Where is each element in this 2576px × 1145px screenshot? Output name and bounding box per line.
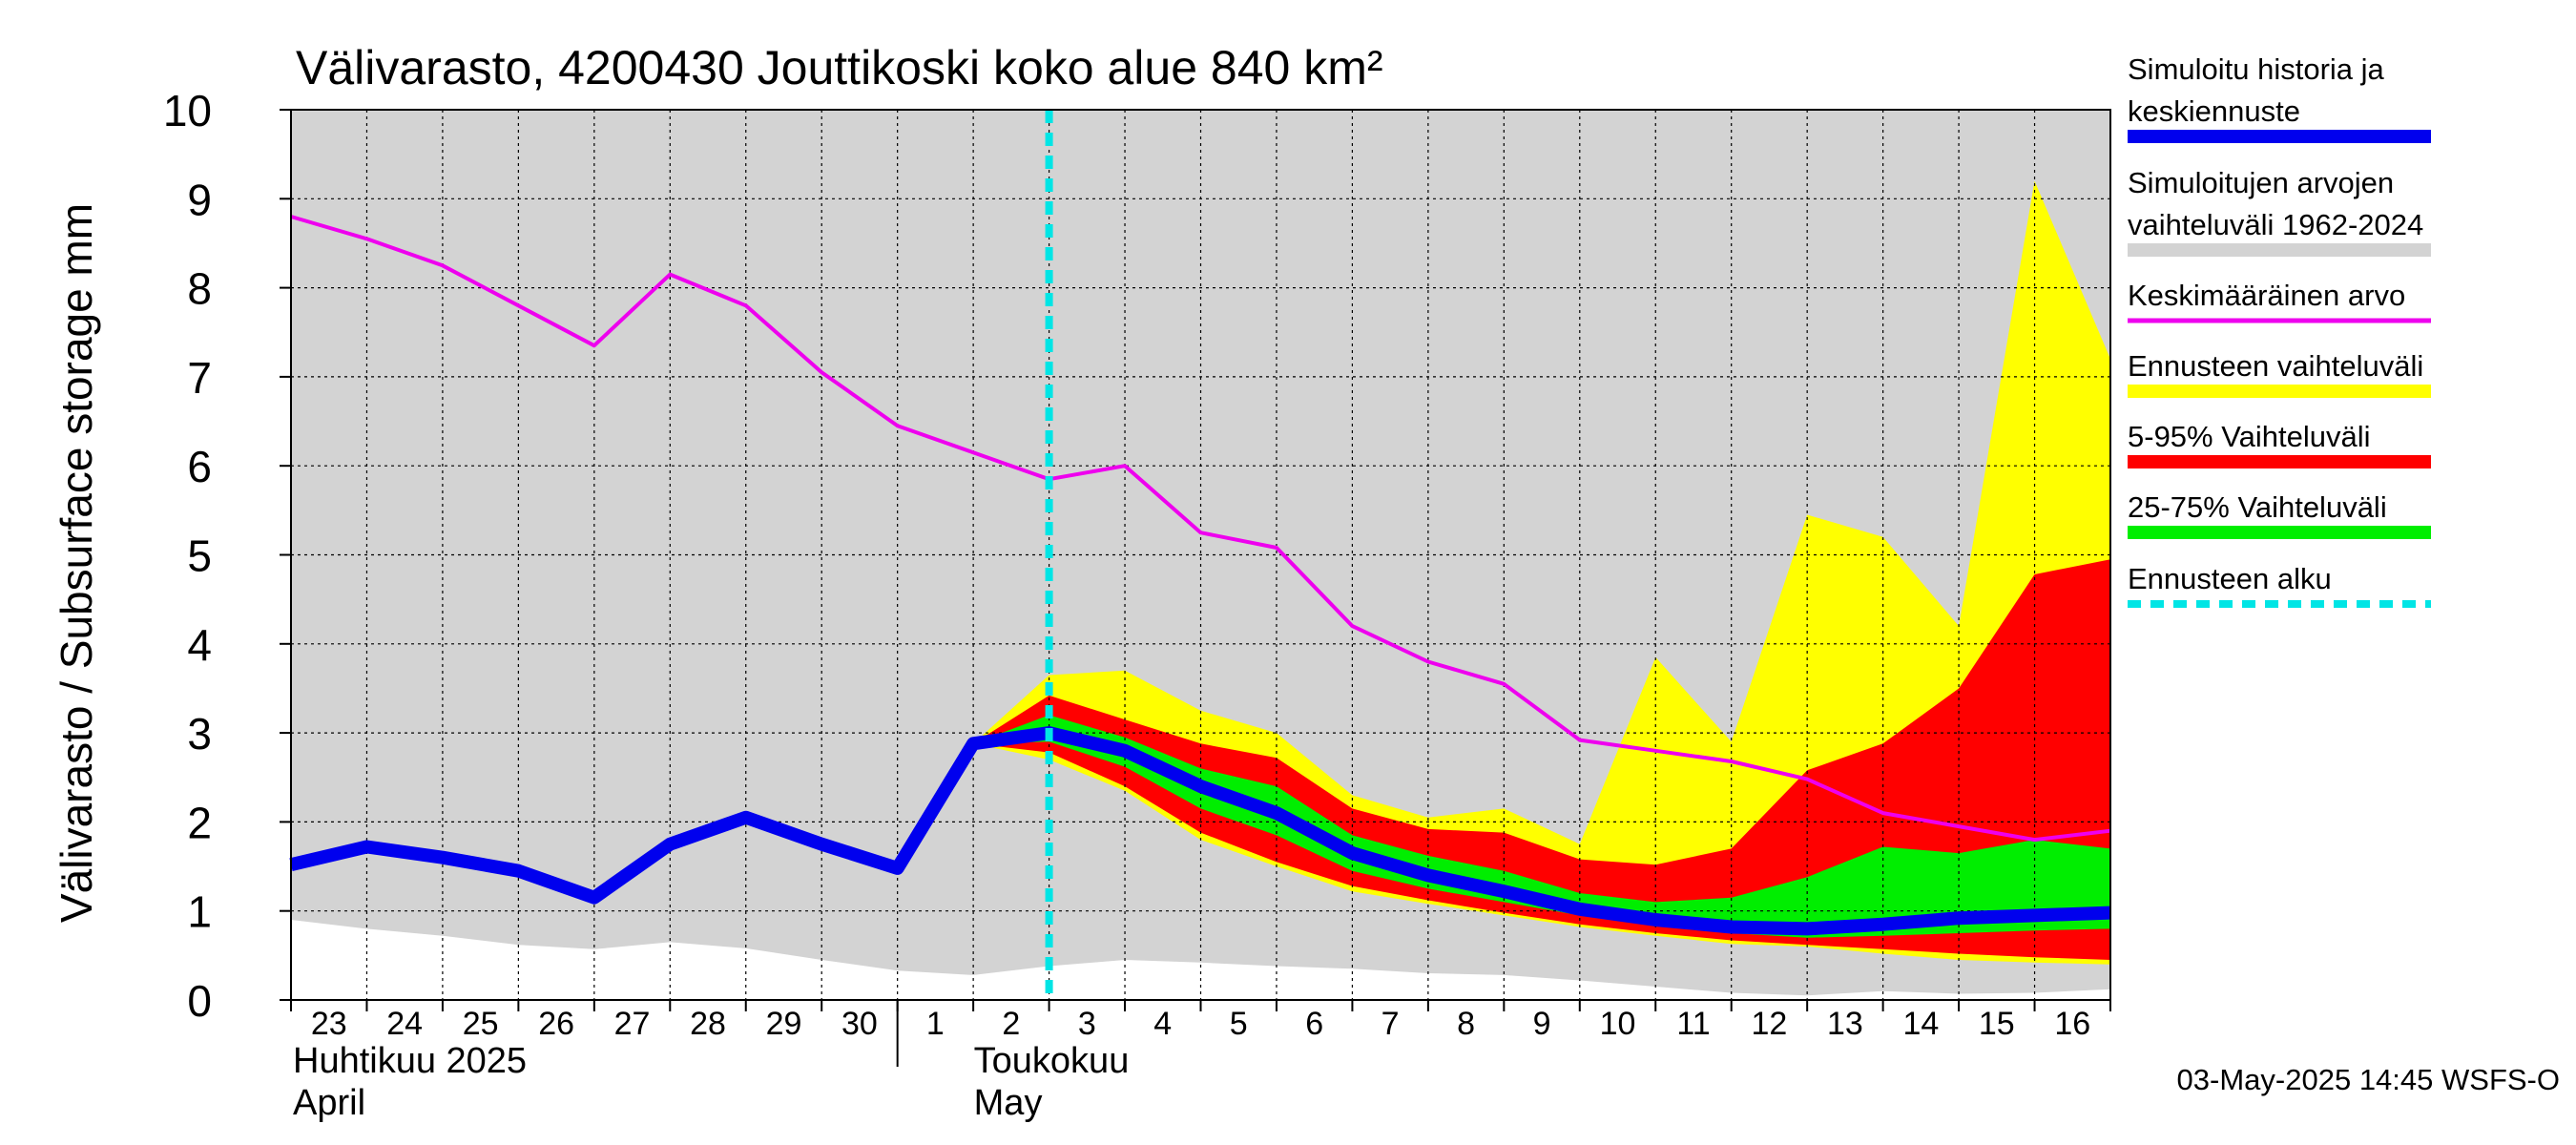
plot-area bbox=[289, 109, 2111, 1001]
band-2 bbox=[973, 559, 2110, 960]
x-tick-label: 4 bbox=[1153, 1006, 1172, 1042]
band-3 bbox=[973, 715, 2110, 938]
x-tick-label: 10 bbox=[1600, 1006, 1636, 1042]
y-tick-label: 6 bbox=[187, 442, 212, 491]
legend-label: Ennusteen vaihteluväli bbox=[2128, 349, 2423, 383]
legend-label: Keskimääräinen arvo bbox=[2128, 279, 2405, 312]
legend-label: Simuloitu historia ja bbox=[2128, 52, 2385, 86]
y-tick-label: 8 bbox=[187, 264, 212, 314]
legend-label: Ennusteen alku bbox=[2128, 562, 2332, 595]
x-tick-label: 27 bbox=[614, 1006, 651, 1042]
series-line-0 bbox=[290, 215, 2111, 843]
y-tick-label: 2 bbox=[187, 798, 212, 847]
x-tick-label: 6 bbox=[1305, 1006, 1323, 1042]
x-tick-label: 1 bbox=[926, 1006, 945, 1042]
x-tick-label: 12 bbox=[1752, 1006, 1788, 1042]
chart-title: Välivarasto, 4200430 Jouttikoski koko al… bbox=[296, 41, 1383, 94]
timestamp: 03-May-2025 14:45 WSFS-O bbox=[2177, 1063, 2560, 1096]
x-tick-label: 30 bbox=[841, 1006, 878, 1042]
x-tick-label: 5 bbox=[1230, 1006, 1248, 1042]
series-line-1 bbox=[289, 726, 2111, 936]
x-tick-label: 8 bbox=[1457, 1006, 1475, 1042]
x-tick-label: 29 bbox=[766, 1006, 802, 1042]
legend: Simuloitu historia ja keskiennuste Simuloi… bbox=[2128, 52, 2431, 608]
x-tick-label: 9 bbox=[1533, 1006, 1551, 1042]
y-tick-label: 10 bbox=[163, 86, 212, 135]
y-tick-label: 4 bbox=[187, 620, 212, 670]
x-tick-label: 11 bbox=[1676, 1006, 1710, 1042]
x-tick-label: 26 bbox=[538, 1006, 574, 1042]
y-tick-label: 9 bbox=[187, 175, 212, 224]
legend-label: Simuloitujen arvojen bbox=[2128, 166, 2394, 199]
y-axis-label: Välivarasto / Subsurface storage mm bbox=[52, 203, 101, 923]
x-tick-label: 7 bbox=[1381, 1006, 1400, 1042]
legend-label: 25-75% Vaihteluväli bbox=[2128, 490, 2387, 524]
x-tick-label: 28 bbox=[690, 1006, 726, 1042]
x-tick-label: 3 bbox=[1078, 1006, 1096, 1042]
x-tick-label: 14 bbox=[1902, 1006, 1939, 1042]
y-tick-label: 0 bbox=[187, 976, 212, 1026]
month-label-fi: Toukokuu bbox=[974, 1041, 1130, 1081]
y-tick-label: 1 bbox=[187, 887, 212, 937]
legend-label: keskiennuste bbox=[2128, 94, 2300, 128]
x-tick-label: 25 bbox=[463, 1006, 499, 1042]
x-tick-label: 13 bbox=[1827, 1006, 1863, 1042]
x-tick-label: 24 bbox=[386, 1006, 423, 1042]
x-tick-label: 2 bbox=[1002, 1006, 1020, 1042]
y-tick-label: 3 bbox=[187, 709, 212, 759]
legend-label: 5-95% Vaihteluväli bbox=[2128, 420, 2370, 453]
legend-label: vaihteluväli 1962-2024 bbox=[2128, 208, 2423, 241]
month-label-en: May bbox=[974, 1083, 1043, 1123]
month-label-en: April bbox=[293, 1083, 365, 1123]
y-tick-label: 7 bbox=[187, 353, 212, 403]
x-tick-label: 16 bbox=[2054, 1006, 2090, 1042]
x-tick-label: 23 bbox=[311, 1006, 347, 1042]
x-tick-label: 15 bbox=[1979, 1006, 2015, 1042]
month-label-fi: Huhtikuu 2025 bbox=[293, 1041, 527, 1081]
y-tick-label: 5 bbox=[187, 531, 212, 581]
